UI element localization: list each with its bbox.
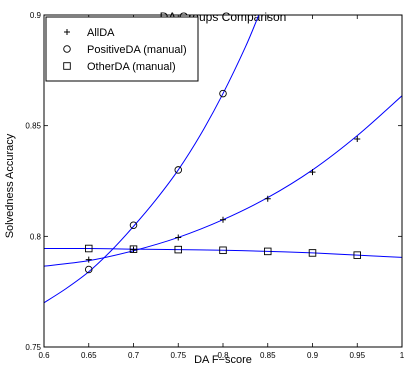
series-line-0 bbox=[44, 95, 402, 267]
square-marker bbox=[129, 245, 138, 253]
square-marker bbox=[219, 246, 227, 255]
series-line-1 bbox=[44, 15, 260, 304]
square-marker bbox=[174, 245, 182, 254]
y-tick-label: 0.9 bbox=[30, 11, 42, 20]
axis-ticks: 0.6 0.65 0.7 0.75 0.8 0.85 0.9 0.95 1 0.75 0.8 0.85… bbox=[25, 11, 404, 360]
series-markers bbox=[84, 89, 362, 274]
plus-marker bbox=[130, 246, 137, 253]
plus-marker bbox=[220, 216, 226, 223]
plus-marker bbox=[175, 234, 182, 241]
y-tick-label: 0.8 bbox=[30, 232, 42, 241]
plus-marker bbox=[354, 135, 361, 142]
legend-label: OtherDA (manual) bbox=[87, 61, 176, 73]
legend-label: PositiveDA (manual) bbox=[87, 44, 187, 56]
legend-box bbox=[45, 16, 199, 82]
x-tick-label: 0.8 bbox=[217, 351, 229, 360]
series-line-2 bbox=[44, 247, 402, 258]
x-tick-label: 0.95 bbox=[349, 351, 365, 360]
plus-marker bbox=[309, 169, 316, 176]
legend-square-marker bbox=[63, 62, 71, 70]
legend-plus-marker bbox=[64, 29, 70, 35]
square-marker bbox=[353, 251, 362, 259]
legend-label: AllDA bbox=[87, 27, 115, 39]
x-tick-label: 1 bbox=[400, 351, 404, 360]
legend-circle-marker bbox=[63, 45, 71, 53]
y-axis-label: Solvedness Accuracy bbox=[4, 133, 16, 238]
x-axis-label: DA F−score bbox=[194, 354, 252, 365]
x-tick-label: 0.7 bbox=[128, 351, 140, 360]
x-tick-label: 0.75 bbox=[170, 351, 186, 360]
circle-marker bbox=[219, 89, 227, 98]
square-marker bbox=[264, 247, 272, 256]
circle-marker bbox=[129, 221, 138, 230]
x-tick-label: 0.65 bbox=[81, 351, 97, 360]
x-tick-label: 0.9 bbox=[307, 351, 319, 360]
y-tick-label: 0.75 bbox=[25, 343, 41, 352]
circle-marker bbox=[174, 166, 182, 174]
plus-marker bbox=[85, 256, 92, 263]
y-tick-label: 0.85 bbox=[25, 122, 41, 131]
x-tick-label: 0.85 bbox=[260, 351, 276, 360]
plus-marker bbox=[264, 195, 271, 202]
legend: AllDA PositiveDA (manual) OtherDA (manual) bbox=[45, 16, 199, 82]
circle-marker bbox=[84, 265, 93, 274]
x-tick-label: 0.6 bbox=[38, 351, 50, 360]
square-marker bbox=[84, 244, 93, 253]
square-marker bbox=[308, 249, 317, 257]
